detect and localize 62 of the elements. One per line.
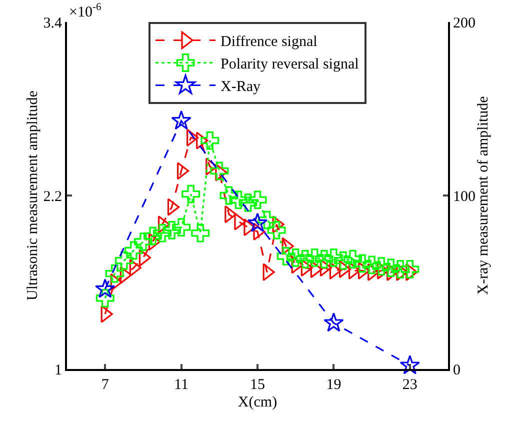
point — [353, 254, 372, 273]
point — [167, 198, 180, 216]
y-tick-label: 3.4 — [43, 15, 62, 32]
y2-tick-label: 100 — [453, 188, 476, 205]
x-tick-label: 7 — [101, 377, 110, 393]
point — [148, 232, 161, 251]
x-tick-label: 15 — [250, 377, 265, 393]
point — [105, 264, 124, 283]
y2-axis-title: X-ray measurement of amplitude — [476, 96, 492, 295]
legend-label: Diffrence signal — [220, 34, 318, 50]
x-tick-label: 19 — [326, 377, 342, 393]
point — [305, 248, 324, 267]
point — [324, 312, 344, 332]
point — [324, 248, 343, 267]
point — [172, 218, 190, 237]
point — [114, 251, 134, 270]
point — [200, 131, 220, 150]
point — [220, 186, 238, 205]
point — [286, 248, 305, 267]
point — [247, 212, 268, 232]
point — [258, 210, 276, 230]
point — [134, 232, 152, 251]
point — [210, 162, 229, 180]
point — [400, 354, 420, 374]
point — [334, 251, 352, 270]
point — [171, 110, 192, 130]
text: ×10$^{-6}$ — [69, 2, 102, 20]
point — [96, 288, 114, 308]
point — [238, 194, 258, 212]
point — [362, 256, 381, 274]
point — [372, 257, 391, 276]
point — [144, 226, 162, 246]
point — [296, 250, 314, 268]
point — [182, 184, 200, 204]
point — [338, 260, 352, 278]
point — [248, 190, 267, 210]
y-tick-label: 2.2 — [43, 188, 62, 205]
x-tick-label: 11 — [174, 377, 189, 393]
point — [229, 190, 248, 210]
point — [267, 221, 286, 240]
x-tick-label: 23 — [402, 377, 418, 393]
point — [276, 247, 296, 266]
y-axis-title: Ultrasonic measurement amplitude — [25, 90, 41, 300]
point — [94, 278, 116, 298]
y2-tick-label: 200 — [453, 15, 476, 32]
point — [348, 262, 361, 280]
y2-tick-label: 0 — [453, 362, 460, 378]
legend-label: Polarity reversal signal — [220, 56, 359, 73]
point — [153, 224, 172, 242]
y-tick-label: 1 — [54, 362, 62, 378]
point — [158, 216, 170, 234]
point — [162, 221, 181, 240]
point — [124, 241, 143, 260]
point — [382, 258, 400, 277]
point — [391, 260, 410, 278]
x-axis-title: X(cm) — [238, 394, 278, 410]
point — [400, 260, 420, 278]
legend-label: X-Ray — [220, 79, 261, 96]
point — [358, 262, 370, 280]
point — [344, 250, 362, 268]
point — [191, 224, 210, 242]
point — [314, 250, 334, 268]
